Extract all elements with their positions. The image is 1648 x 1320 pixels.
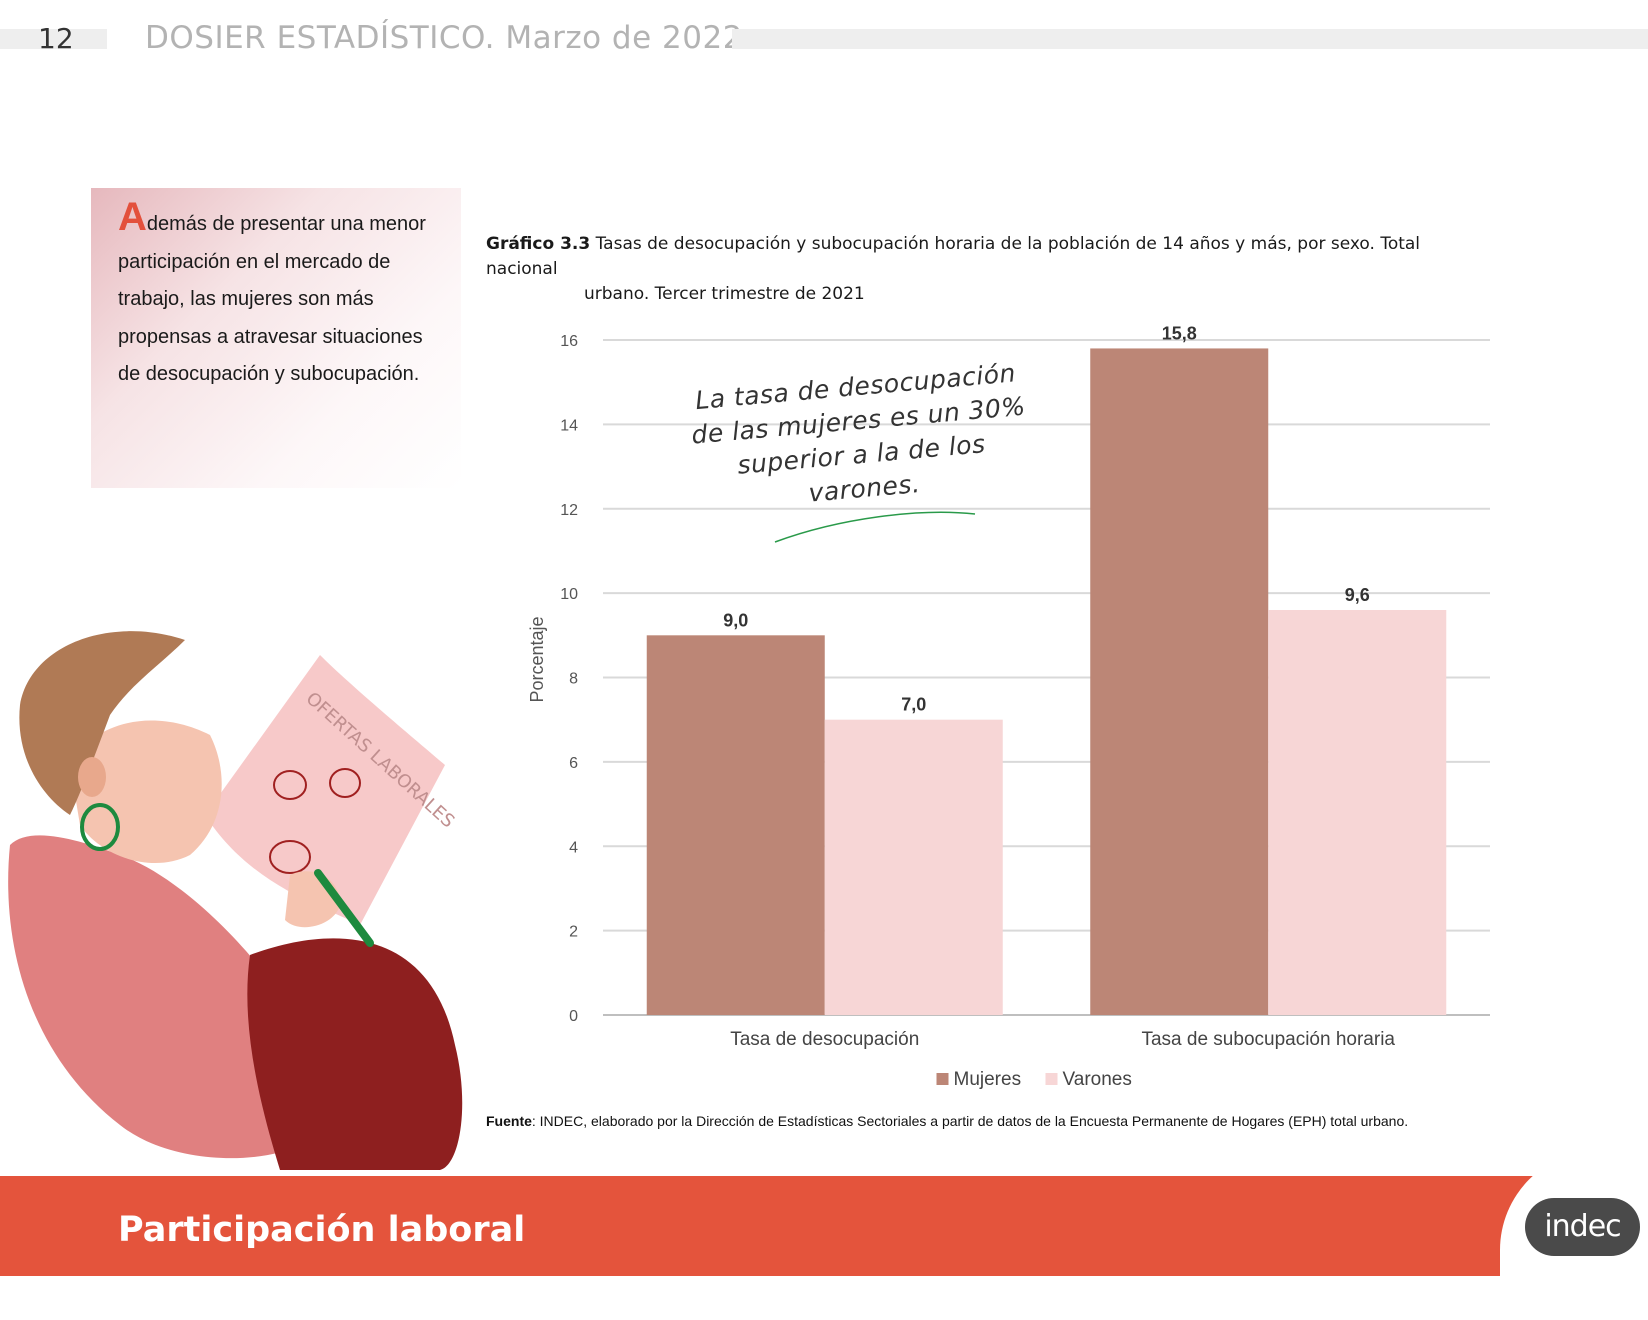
page-number: 12 [38, 22, 74, 55]
earring [80, 803, 120, 851]
bar-mujeres [1090, 348, 1269, 1015]
hair [19, 631, 185, 815]
y-tick-label: 16 [560, 333, 578, 350]
indec-logo: indec [1525, 1198, 1640, 1256]
source-label: Fuente [486, 1113, 532, 1129]
chair [247, 938, 463, 1170]
chart-caption-label: Gráfico 3.3 [486, 234, 591, 254]
sweater [8, 835, 300, 1159]
y-tick-label: 14 [560, 417, 578, 434]
callout-box [91, 188, 461, 488]
y-tick-label: 0 [569, 1008, 578, 1025]
legend-label: Varones [1063, 1069, 1132, 1090]
circled-ad-1 [273, 770, 307, 800]
y-tick-label: 10 [560, 586, 578, 603]
y-tick-label: 12 [560, 502, 578, 519]
y-axis-label: Porcentaje [527, 616, 547, 702]
legend-swatch [1045, 1073, 1058, 1085]
section-title: Participación laboral [118, 1210, 526, 1250]
data-label: 9,6 [1345, 585, 1370, 605]
header-right-bar [732, 29, 1648, 49]
bar-mujeres [646, 635, 825, 1015]
callout-body: demás de presentar una menor participaci… [118, 213, 426, 385]
face [70, 720, 222, 864]
legend-label: Mujeres [954, 1069, 1022, 1090]
circled-ad-2 [329, 768, 361, 798]
annotation-underline [774, 511, 976, 543]
data-label: 7,0 [901, 695, 926, 715]
bar-varones [1268, 610, 1447, 1015]
header-left-bar [0, 29, 107, 49]
callout-text: Además de presentar una menor participac… [118, 197, 438, 394]
pencil [314, 869, 374, 947]
data-label: 9,0 [723, 610, 748, 630]
ear [78, 757, 106, 797]
chart-source: Fuente: INDEC, elaborado por la Direcció… [486, 1113, 1408, 1129]
data-label: 15,8 [1162, 323, 1197, 343]
x-category-label: Tasa de desocupación [730, 1029, 919, 1050]
bar-chart: 0 2 4 6 8 10 12 14 16 Porcentaje 9,0 7,0 Tasa de des… [527, 323, 1490, 1090]
y-tick-label: 2 [569, 924, 578, 941]
newspaper [205, 655, 445, 925]
circled-ad-3 [269, 840, 311, 874]
y-tick-label: 8 [569, 671, 578, 688]
chart-caption-line2: urbano. Tercer trimestre de 2021 [584, 284, 865, 304]
chart-caption-line1: Tasas de desocupación y subocupación hor… [486, 234, 1421, 279]
y-tick-label: 6 [569, 755, 578, 772]
x-category-label: Tasa de subocupación horaria [1141, 1029, 1395, 1050]
footer-bar [0, 1176, 1648, 1276]
document-title: DOSIER ESTADÍSTICO. Marzo de 2022 [145, 20, 743, 56]
dropcap: A [118, 195, 147, 239]
legend-swatch [936, 1073, 949, 1085]
source-text: : INDEC, elaborado por la Dirección de E… [531, 1113, 1409, 1129]
person-reading-newspaper-illustration: OFERTAS LABORALES [8, 631, 463, 1170]
bar-varones [824, 719, 1003, 1015]
y-tick-label: 4 [569, 839, 578, 856]
chart-caption: Gráfico 3.3 Tasas de desocupación y subo… [486, 232, 1486, 307]
